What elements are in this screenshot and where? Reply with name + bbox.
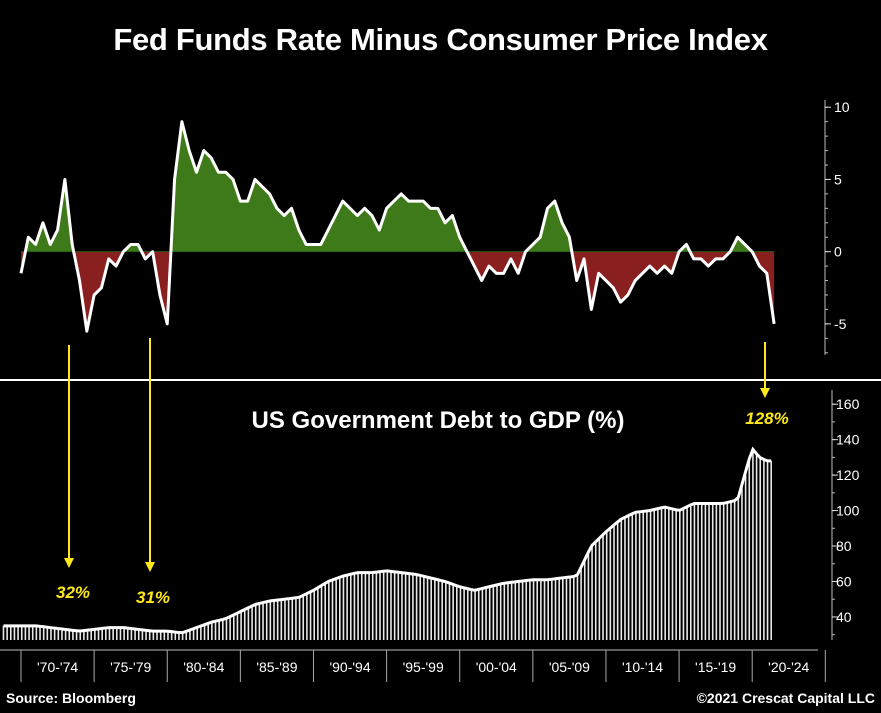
real-rate-line <box>19 120 776 333</box>
x-tick-label: '20-'24 <box>768 659 809 675</box>
bottom-y-tick-label: 140 <box>836 432 860 448</box>
bottom-y-tick-label: 80 <box>836 538 852 554</box>
bottom-y-tick-label: 100 <box>836 503 860 519</box>
debt-line <box>3 446 772 635</box>
arrow-2021-head <box>760 388 770 398</box>
source-label: Source: Bloomberg <box>6 690 136 706</box>
annotation-32: 32% <box>56 583 90 602</box>
top-y-tick-label: 5 <box>834 171 842 187</box>
bottom-y-tick-label: 120 <box>836 467 860 483</box>
top-y-tick-label: 10 <box>834 99 850 115</box>
copyright-label: ©2021 Crescat Capital LLC <box>696 690 875 706</box>
positive-area <box>25 121 753 252</box>
x-tick-label: '85-'89 <box>256 659 297 675</box>
x-tick-label: '15-'19 <box>695 659 736 675</box>
arrow-1980-head <box>145 562 155 572</box>
x-tick-label: '95-'99 <box>403 659 444 675</box>
x-tick-label: '05-'09 <box>549 659 590 675</box>
chart-title: Fed Funds Rate Minus Consumer Price Inde… <box>113 22 768 57</box>
bottom-y-tick-label: 60 <box>836 573 852 589</box>
debt-chart-title: US Government Debt to GDP (%) <box>252 407 625 434</box>
annotations: 32% 31% 128% <box>56 338 789 607</box>
top-y-tick-label: 0 <box>834 244 842 260</box>
bottom-y-tick-label: 40 <box>836 609 852 625</box>
x-axis: '70-'74 '75-'79 '80-'84 '85-'89 '90-'94 '95-'… <box>0 649 826 682</box>
x-tick-label: '10-'14 <box>622 659 663 675</box>
negative-area <box>21 251 775 332</box>
x-tick-label: '75-'79 <box>110 659 151 675</box>
x-tick-label: '00-'04 <box>476 659 517 675</box>
annotation-128: 128% <box>745 409 788 428</box>
debt-gdp-panel: 160 140 120 100 80 60 40 <box>2 390 860 640</box>
bottom-y-tick-label: 160 <box>836 396 860 412</box>
arrow-1974-head <box>64 558 74 568</box>
top-y-tick-label: -5 <box>834 316 847 332</box>
x-tick-label: '80-'84 <box>183 659 224 675</box>
real-rate-panel: 10 5 0 -5 <box>19 99 850 355</box>
x-tick-label: '70-'74 <box>37 659 78 675</box>
annotation-31: 31% <box>136 588 170 607</box>
x-tick-label: '90-'94 <box>329 659 370 675</box>
